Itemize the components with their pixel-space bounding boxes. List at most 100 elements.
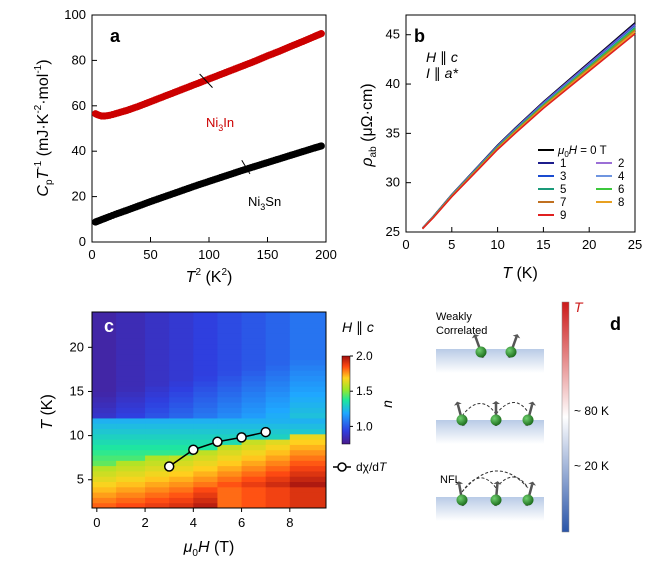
coupling-arc [461,402,529,417]
heatmap-cell [241,486,267,493]
heatmap-cell [289,476,326,483]
heatmap-cell [92,402,117,408]
heatmap-cell [145,375,170,382]
heatmap-cell [241,470,267,477]
legend-label-4: 4 [618,171,625,183]
heatmap-cell [116,502,146,508]
x-axis-label: T (K) [502,265,538,282]
heatmap-cell [92,497,117,504]
x-axis-label: μ0H (T) [183,539,235,559]
heatmap-cell [193,349,218,355]
heatmap-cell [265,338,291,345]
heatmap-cell [193,497,218,504]
heatmap-cell [217,391,243,398]
heatmap-cell [116,391,146,398]
heatmap-cell [116,396,146,403]
heatmap-cell [92,492,117,498]
heatmap-cell [145,423,170,430]
x-tick-label: 0 [402,237,409,252]
x-tick-label: 150 [257,247,279,262]
heatmap-cell [265,423,291,430]
heatmap-cell [265,359,291,366]
heatmap-cell [169,343,194,350]
heatmap-cell [289,370,326,377]
heatmap-cell [145,428,170,435]
heatmap-cell [92,407,117,414]
heatmap-cell [145,343,170,350]
colorbar-tick-label: 2.0 [356,349,373,363]
heatmap-cell [92,312,117,318]
heatmap-cell [289,428,326,435]
heatmap-cell [241,444,267,451]
series-line-9 [421,33,636,230]
heatmap-cell [169,423,194,430]
heatmap-cell [265,470,291,477]
heatmap-cell [116,402,146,408]
heatmap-cell [241,502,267,508]
heatmap-cell [169,312,194,318]
heatmap-cell [145,380,170,387]
heatmap-cell [169,386,194,392]
heatmap-cell [289,433,326,440]
heatmap-cell [145,497,170,504]
heatmap-cell [116,343,146,350]
heatmap-cell [145,455,170,461]
heatmap-cell [217,364,243,371]
heatmap-cell [289,364,326,371]
heatmap-cell [193,444,218,451]
heatmap-cell [169,465,194,472]
legend-label-9: 9 [560,210,566,222]
heatmap-cell [289,449,326,456]
legend-label-2: 2 [618,158,624,170]
temp-20k: ~ 20 K [574,459,609,473]
heatmap-cell [145,412,170,419]
heatmap-cell [241,460,267,467]
heatmap-cell [92,354,117,361]
heatmap-cell [169,364,194,371]
heatmap-cell [145,338,170,345]
heatmap-cell [265,343,291,350]
heatmap-cell [145,502,170,508]
heatmap-cell [92,486,117,493]
x-tick-label: 15 [536,237,550,252]
heatmap-cell [217,343,243,350]
heatmap-cell [265,439,291,445]
heatmap-cell [265,317,291,324]
heatmap-cell [92,343,117,350]
heatmap-cell [92,333,117,339]
heatmap-cell [217,481,243,488]
heatmap-cell [193,354,218,361]
heatmap-cell [265,449,291,456]
heatmap-cell [92,338,117,345]
legend-title: μ0H = 0 T [557,145,607,159]
legend-label-5: 5 [560,184,566,196]
heatmap-cell [289,465,326,472]
legend-marker [337,462,347,472]
heatmap-cell [217,354,243,361]
y-tick-label: 35 [386,125,400,140]
heatmap-cell [169,370,194,377]
heatmap-cell [217,396,243,403]
heatmap-cell [92,349,117,355]
x-tick-label: 2 [141,515,148,530]
dchi-point [260,426,271,438]
heatmap-cell [145,312,170,318]
label-correlated: Correlated [436,325,487,337]
heatmap-cell [241,433,267,440]
heatmap-cell [92,465,117,472]
x-tick-label: 8 [286,515,293,530]
heatmap-cell [145,492,170,498]
heatmap-cell [92,428,117,435]
temperature-bar [561,301,570,533]
heatmap-cell [92,386,117,392]
heatmap-cell [116,412,146,419]
x-tick-label: 6 [238,515,245,530]
heatmap-cell [289,327,326,334]
heatmap-cell [289,460,326,467]
heatmap-cell [145,327,170,334]
heatmap-cell [265,455,291,461]
heatmap-cell [265,370,291,377]
heatmap-cell [193,465,218,472]
heatmap-cell [92,481,117,488]
heatmap-cell [193,312,218,318]
